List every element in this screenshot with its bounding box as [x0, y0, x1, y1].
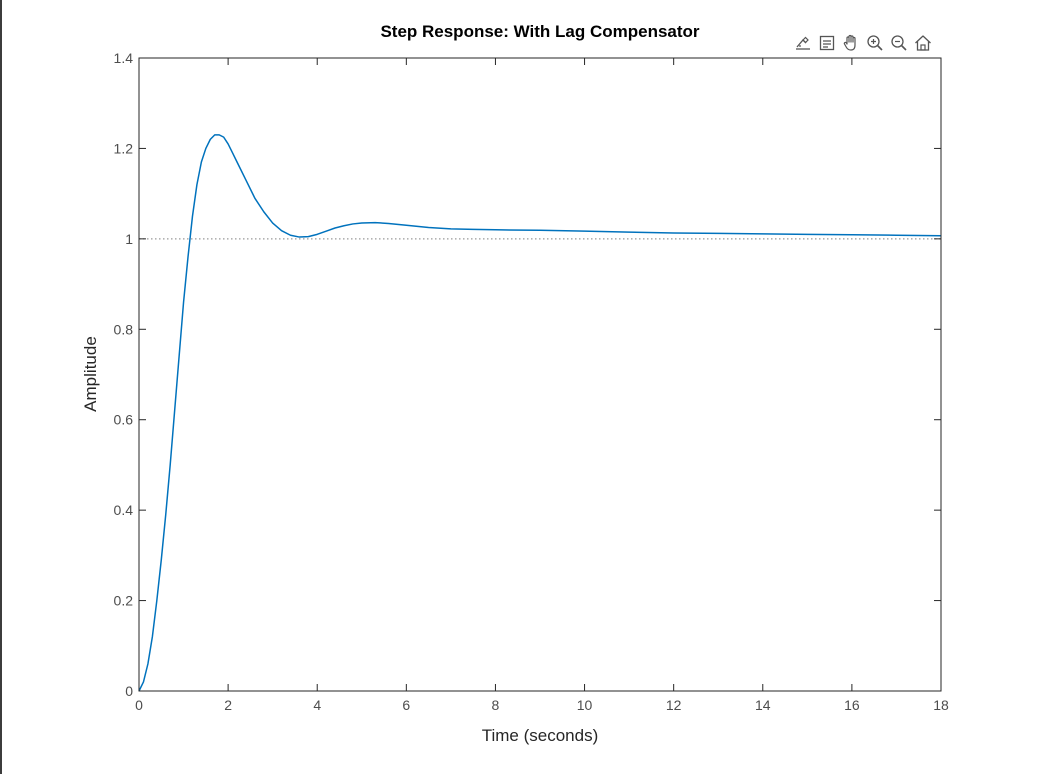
x-axis-label: Time (seconds) [482, 726, 599, 745]
y-tick-label: 0 [125, 683, 133, 699]
y-tick-label: 1.2 [114, 140, 134, 156]
zoom-out-icon [891, 35, 907, 51]
x-tick-label: 6 [402, 697, 410, 713]
x-tick-label: 0 [135, 697, 143, 713]
x-tick-label: 2 [224, 697, 232, 713]
export-button[interactable] [791, 31, 815, 55]
zoom-out-button[interactable] [887, 31, 911, 55]
x-tick-label: 12 [666, 697, 682, 713]
y-tick-label: 1 [125, 231, 133, 247]
x-tick-label: 16 [844, 697, 860, 713]
export-icon [796, 36, 810, 50]
y-tick-label: 1.4 [114, 50, 134, 66]
series-line-0 [138, 134, 942, 692]
zoom-in-button[interactable] [863, 31, 887, 55]
pan-button[interactable] [839, 31, 863, 55]
chart-title: Step Response: With Lag Compensator [380, 22, 699, 41]
y-tick-label: 0.8 [114, 321, 134, 337]
axes-toolbar [791, 31, 935, 55]
axes-box [138, 57, 942, 692]
datatip-button[interactable] [815, 31, 839, 55]
pan-icon [843, 34, 856, 51]
zoom-in-icon [867, 35, 883, 51]
y-axis-label: Amplitude [81, 336, 100, 412]
home-icon [915, 35, 931, 51]
home-button[interactable] [911, 31, 935, 55]
x-tick-label: 8 [492, 697, 500, 713]
x-tick-label: 4 [313, 697, 321, 713]
x-tick-label: 14 [755, 697, 771, 713]
datatip-icon [819, 35, 835, 51]
y-tick-label: 0.2 [114, 593, 134, 609]
y-tick-label: 0.4 [114, 502, 134, 518]
x-tick-label: 10 [577, 697, 593, 713]
y-tick-label: 0.6 [114, 412, 134, 428]
x-tick-label: 18 [933, 697, 949, 713]
